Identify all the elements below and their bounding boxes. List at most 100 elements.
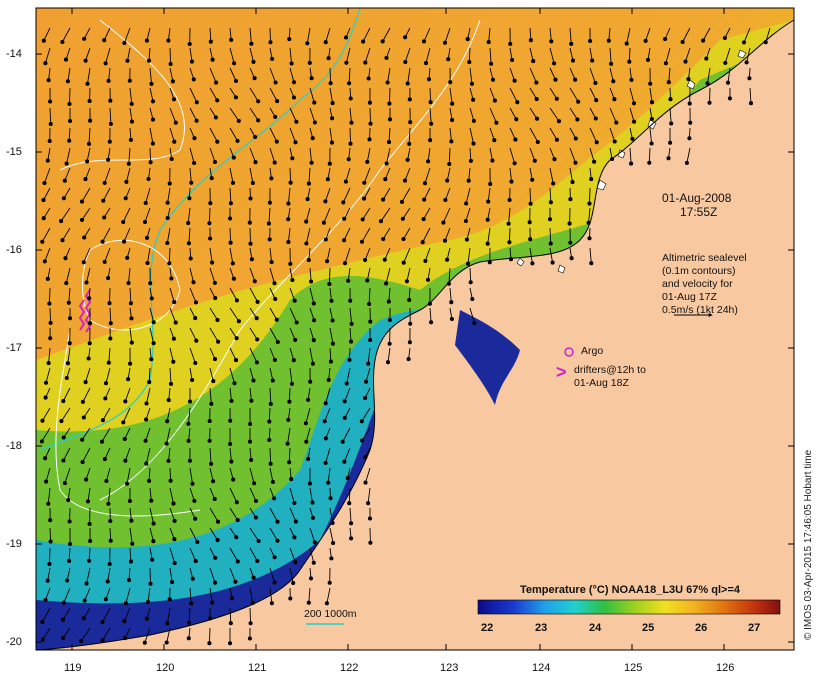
velocity-arrow <box>289 47 293 64</box>
velocity-arrow <box>169 307 177 323</box>
velocity-arrow-head <box>170 79 175 84</box>
velocity-arrow-head <box>188 256 193 261</box>
velocity-arrow-head <box>88 118 93 123</box>
map-time: 17:55Z <box>680 205 718 219</box>
velocity-arrow <box>104 167 111 184</box>
velocity-arrow-head <box>589 177 594 182</box>
velocity-arrow-head <box>325 177 330 182</box>
velocity-arrow-head <box>551 181 556 186</box>
velocity-arrow-head <box>514 117 519 122</box>
velocity-arrow-head <box>65 578 70 583</box>
velocity-arrow <box>209 87 218 101</box>
velocity-arrow <box>361 227 371 243</box>
velocity-arrow-head <box>649 100 655 105</box>
velocity-arrow <box>746 47 751 63</box>
velocity-arrow <box>167 187 171 203</box>
velocity-arrow-head <box>344 381 349 386</box>
velocity-arrow-head <box>146 176 151 182</box>
velocity-arrow-head <box>67 541 73 547</box>
velocity-arrow <box>105 47 111 64</box>
velocity-arrow <box>364 47 371 63</box>
velocity-arrow <box>85 367 91 383</box>
velocity-arrow-head <box>307 481 312 486</box>
velocity-arrow-head <box>172 139 177 144</box>
velocity-arrow <box>364 247 371 261</box>
drifter-symbol: > <box>556 362 567 382</box>
velocity-arrow-head <box>215 317 220 323</box>
velocity-arrow-head <box>86 356 91 361</box>
velocity-arrow-head <box>232 381 237 386</box>
velocity-arrow <box>349 327 352 342</box>
velocity-arrow <box>309 87 315 103</box>
velocity-arrow-head <box>267 437 272 443</box>
velocity-arrow-head <box>404 279 409 284</box>
velocity-arrow-head <box>82 36 87 41</box>
velocity-arrow <box>66 567 71 581</box>
velocity-arrow-head <box>507 197 512 203</box>
velocity-arrow <box>489 147 493 161</box>
velocity-arrow-head <box>378 219 384 224</box>
velocity-arrow-head <box>407 97 412 102</box>
velocity-arrow-head <box>45 276 50 281</box>
velocity-arrow-head <box>573 77 578 82</box>
velocity-arrow <box>68 287 71 303</box>
velocity-arrow-head <box>172 300 177 305</box>
velocity-arrow-head <box>367 516 373 521</box>
velocity-arrow-head <box>380 39 385 44</box>
velocity-arrow-head <box>349 321 354 326</box>
velocity-arrow <box>67 67 71 82</box>
velocity-arrow-head <box>124 179 129 184</box>
velocity-arrow-head <box>148 281 153 286</box>
velocity-arrow <box>529 187 532 204</box>
velocity-arrow-head <box>208 236 213 241</box>
velocity-arrow-head <box>488 181 493 187</box>
velocity-arrow-head <box>102 180 107 185</box>
velocity-arrow <box>468 167 471 181</box>
velocity-arrow-head <box>268 401 273 407</box>
velocity-arrow-head <box>704 56 709 61</box>
velocity-arrow-head <box>421 39 427 44</box>
velocity-arrow-head <box>366 361 371 366</box>
velocity-arrow-head <box>293 560 298 565</box>
velocity-arrow <box>269 267 275 284</box>
velocity-arrow-head <box>83 380 88 385</box>
velocity-arrow-head <box>648 81 653 86</box>
velocity-arrow <box>329 87 334 104</box>
velocity-arrow <box>48 287 51 304</box>
velocity-arrow <box>209 567 216 583</box>
velocity-arrow-head <box>65 361 70 366</box>
velocity-arrow <box>309 347 314 364</box>
velocity-arrow <box>465 187 471 204</box>
lat-label-14: -14 <box>6 48 22 60</box>
velocity-arrow-head <box>215 538 220 543</box>
velocity-arrow <box>309 107 316 123</box>
velocity-arrow <box>43 27 51 41</box>
velocity-arrow-head <box>513 137 518 142</box>
velocity-arrow <box>129 287 132 304</box>
velocity-arrow-head <box>407 340 412 345</box>
velocity-arrow <box>509 147 516 164</box>
velocity-arrow <box>269 587 273 604</box>
velocity-arrow <box>209 387 212 404</box>
velocity-arrow-head <box>125 58 130 63</box>
velocity-arrow <box>47 147 51 161</box>
velocity-arrow-head <box>210 57 215 62</box>
velocity-arrow-head <box>214 80 219 85</box>
velocity-arrow <box>346 367 351 384</box>
velocity-arrow-head <box>46 501 51 506</box>
velocity-arrow-head <box>486 40 491 45</box>
velocity-arrow-head <box>250 600 255 606</box>
lat-label-19: -19 <box>6 538 22 550</box>
velocity-arrow-head <box>48 539 53 544</box>
velocity-arrow <box>147 247 151 264</box>
velocity-arrow-head <box>306 456 311 462</box>
velocity-arrow <box>208 627 211 644</box>
velocity-arrow-head <box>233 95 238 100</box>
altimetry-legend-line5: 0.5m/s (1kt 24h) <box>662 304 738 316</box>
velocity-arrow-head <box>61 399 66 404</box>
velocity-arrow-head <box>680 39 685 45</box>
velocity-arrow <box>309 527 316 543</box>
velocity-arrow <box>529 127 539 143</box>
velocity-arrow-head <box>252 76 257 81</box>
velocity-arrow-head <box>186 221 191 226</box>
